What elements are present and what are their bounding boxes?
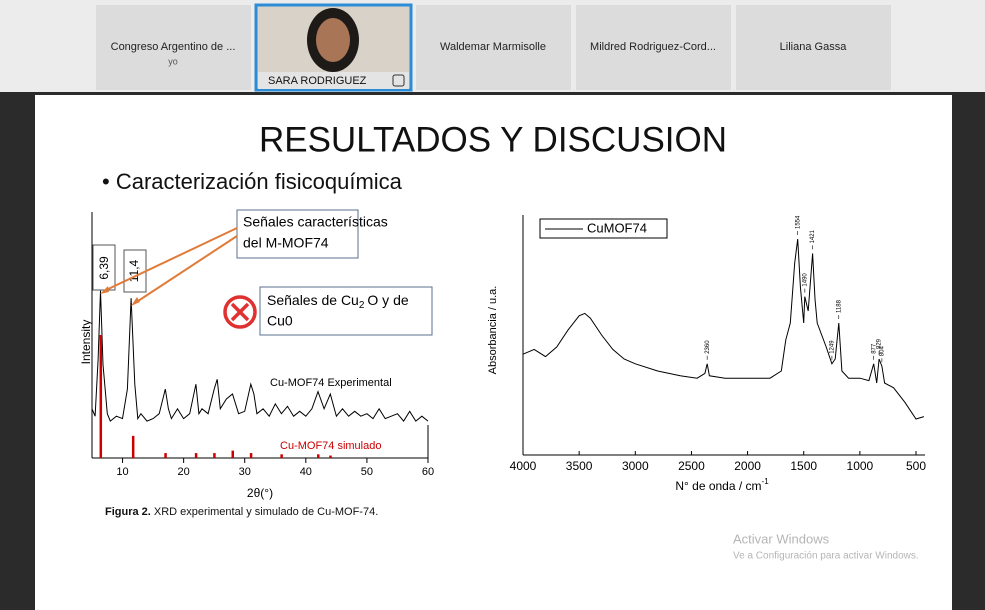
peak-label: 1554 (795, 215, 801, 229)
x-tick-label: 20 (178, 466, 190, 478)
callout-line: del M-MOF74 (243, 235, 329, 251)
x-tick-label: 30 (239, 466, 251, 478)
peak-label: 2360 (705, 340, 711, 354)
x-axis-label: N° de onda / cm-1 (675, 477, 769, 493)
arrow-head (100, 286, 109, 294)
caption: Figura 2. XRD experimental y simulado de… (105, 506, 378, 518)
x-tick-label: 4000 (510, 459, 537, 473)
peak-label: 829 (877, 338, 883, 349)
participant-name: SARA RODRIGUEZ (268, 75, 367, 87)
name-bar (258, 72, 409, 89)
tile-bg (96, 5, 251, 90)
x-tick-label: 40 (300, 466, 312, 478)
tile-bg (416, 5, 571, 90)
participant-tile: Congreso Argentino de ... yo (96, 5, 251, 90)
x-tick-label: 1000 (847, 459, 874, 473)
watermark-title: Activar Windows (733, 531, 830, 546)
series-label: Cu-MOF74 Experimental (270, 377, 392, 389)
bar (194, 453, 198, 458)
y-axis-label: Intensity (79, 320, 93, 365)
x-tick-label: 2500 (678, 459, 705, 473)
xrd-chart: 10 20 30 40 50 60 2θ(°) Intensity Cu-MOF74 Exper… (79, 212, 434, 500)
x-tick-label: 1500 (790, 459, 817, 473)
peak-label: 1490 (802, 273, 808, 287)
peak-label: 804 (879, 346, 885, 357)
caption-text: XRD experimental y simulado de Cu-MOF-74… (151, 506, 378, 518)
bar (213, 453, 216, 458)
callout-line: Señales características (243, 214, 388, 230)
share-icon (392, 74, 405, 87)
participant-tile: Mildred Rodriguez-Cord... (576, 5, 731, 90)
bar (164, 453, 167, 458)
peak-label: 1421 (810, 229, 816, 243)
face (316, 18, 350, 62)
bar (231, 450, 235, 458)
x-tick-label: 60 (422, 466, 434, 478)
ir-chart: 4000 3500 3000 2500 2000 1500 1000 500 N° de ond… (487, 215, 926, 493)
x-axis-label: 2θ(°) (247, 486, 273, 500)
bar (329, 455, 332, 458)
callout-box (259, 286, 433, 336)
participant-tile: SARA RODRIGUEZ (254, 3, 413, 92)
bar (317, 454, 320, 458)
participant-note: yo (168, 56, 178, 66)
callout-line: Cu0 (267, 313, 293, 329)
cross-icon (230, 302, 250, 322)
x-tick-label: 50 (361, 466, 373, 478)
bullet: • Caracterización fisicoquímica (102, 169, 403, 194)
x-tick-label: 500 (906, 459, 926, 473)
callout-box (236, 209, 359, 259)
y-axis-label: Absorbancia / u.a. (487, 286, 499, 375)
bar (131, 435, 135, 458)
x-tick-label: 3500 (566, 459, 593, 473)
bar (99, 335, 103, 458)
peak-callout: 6,39 (97, 256, 111, 280)
slide (35, 95, 952, 610)
participant-tile: Waldemar Marmisolle (416, 5, 571, 90)
participant-name: Waldemar Marmisolle (440, 41, 546, 53)
legend-label: CuMOF74 (587, 220, 647, 235)
peak-callout: 11,4 (127, 259, 141, 282)
peak-label: 1188 (836, 299, 842, 313)
arrow (103, 227, 238, 292)
watermark-text: Ve a Configuración para activar Windows. (733, 551, 919, 562)
caption-bold: Figura 2. (105, 506, 151, 518)
peak-label: 1249 (829, 340, 835, 354)
bar (249, 453, 253, 458)
participant-name: Liliana Gassa (780, 41, 848, 53)
x-tick-label: 2000 (734, 459, 761, 473)
legend-box (539, 218, 668, 239)
participant-name: Congreso Argentino de ... (111, 41, 236, 53)
line (522, 238, 925, 420)
x-axis-label-sup: -1 (762, 477, 770, 486)
subscript: 2 (359, 300, 365, 311)
bar (280, 454, 283, 458)
line (91, 290, 429, 422)
series-label: Cu-MOF74 simulado (280, 440, 381, 452)
participant-strip: Congreso Argentino de ... yo SARA RODRIGUE… (96, 3, 891, 92)
participant-tile: Liliana Gassa (736, 5, 891, 90)
peak-label: 877 (871, 343, 877, 354)
arrow (134, 235, 238, 304)
x-axis-label-text: N° de onda / cm (675, 479, 761, 493)
callout-text: Señales de Cu (267, 292, 359, 308)
slide-title: RESULTADOS Y DISCUSION (259, 120, 727, 159)
participant-name: Mildred Rodriguez-Cord... (590, 41, 716, 53)
callout-line: Señales de Cu2 O y de (267, 292, 409, 311)
arrow-head (131, 297, 140, 306)
x-tick-label: 10 (116, 466, 128, 478)
tile-bg (736, 5, 891, 90)
tile-bg (576, 5, 731, 90)
callout-text: O y de (367, 292, 408, 308)
x-tick-label: 3000 (622, 459, 649, 473)
